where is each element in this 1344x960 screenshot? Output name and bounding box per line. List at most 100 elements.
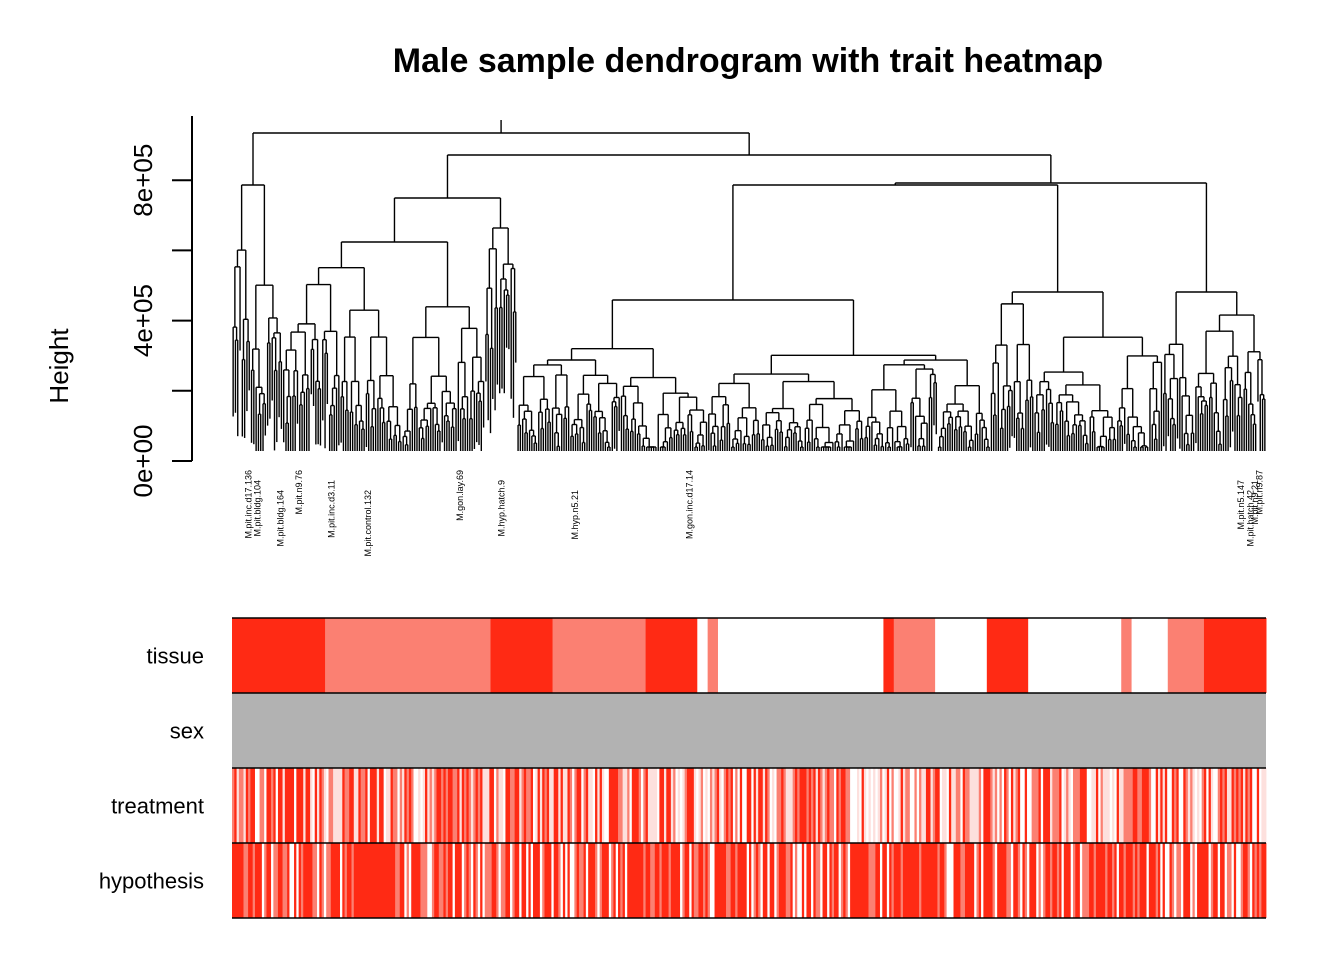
heatmap-cell-treatment [774, 768, 777, 843]
heatmap-cell-treatment [1144, 768, 1147, 843]
heatmap-cell-hypothesis [360, 843, 364, 918]
heatmap-cell-treatment [990, 768, 993, 843]
heatmap-cell-hypothesis [737, 843, 741, 918]
heatmap-row-label-sex: sex [170, 719, 204, 744]
heatmap-cell-treatment [891, 768, 895, 843]
heatmap-cell-hypothesis [484, 843, 488, 918]
heatmap-cell-treatment [1020, 768, 1023, 843]
heatmap-cell-treatment [1236, 768, 1239, 843]
heatmap-cell-hypothesis [732, 843, 736, 918]
heatmap-cell-treatment [1031, 768, 1035, 843]
heatmap-cell-treatment [282, 768, 286, 843]
heatmap-cell-hypothesis [854, 843, 858, 918]
heatmap-cell-tissue [490, 618, 554, 693]
heatmap-cell-treatment [254, 768, 258, 843]
heatmap-cell-treatment [305, 768, 309, 843]
heatmap-cell-treatment [1068, 768, 1072, 843]
heatmap-cell-treatment [898, 768, 902, 843]
heatmap-cell-treatment [1155, 768, 1159, 843]
heatmap-cell-treatment [875, 768, 879, 843]
heatmap-cell-hypothesis [958, 843, 961, 918]
heatmap-cell-hypothesis [618, 843, 621, 918]
heatmap-cell-hypothesis [507, 843, 511, 918]
heatmap-cell-hypothesis [1004, 843, 1007, 918]
heatmap-cell-treatment [758, 768, 761, 843]
heatmap-cell-hypothesis [677, 843, 681, 918]
heatmap-cell-hypothesis [1176, 843, 1180, 918]
heatmap-cell-sex [232, 693, 1266, 768]
heatmap-cell-tissue [935, 618, 988, 693]
heatmap-cell-hypothesis [900, 843, 904, 918]
heatmap-cell-hypothesis [362, 843, 366, 918]
heatmap-cell-treatment [408, 768, 412, 843]
heatmap-cell-treatment [452, 768, 456, 843]
heatmap-cell-hypothesis [1066, 843, 1069, 918]
heatmap-cell-treatment [528, 768, 532, 843]
y-tick-label: 0e+00 [128, 424, 158, 497]
heatmap-cell-treatment [1245, 768, 1249, 843]
heatmap-cell-hypothesis [1144, 843, 1147, 918]
heatmap-cell-hypothesis [356, 843, 359, 918]
heatmap-cell-treatment [657, 768, 660, 843]
heatmap-cell-treatment [739, 768, 743, 843]
heatmap-cell-hypothesis [1132, 843, 1136, 918]
heatmap-cell-treatment [411, 768, 414, 843]
heatmap-cell-treatment [896, 768, 899, 843]
heatmap-cell-hypothesis [317, 843, 320, 918]
heatmap-cell-treatment [496, 768, 499, 843]
heatmap-cell-treatment [987, 768, 991, 843]
heatmap-cell-hypothesis [1109, 843, 1113, 918]
heatmap-cell-hypothesis [638, 843, 642, 918]
heatmap-cell-treatment [1079, 768, 1083, 843]
heatmap-cell-treatment [1017, 768, 1021, 843]
heatmap-cell-treatment [404, 768, 408, 843]
heatmap-cell-hypothesis [889, 843, 892, 918]
heatmap-cell-hypothesis [422, 843, 426, 918]
heatmap-cell-hypothesis [937, 843, 941, 918]
heatmap-cell-hypothesis [1213, 843, 1216, 918]
heatmap-cell-treatment [778, 768, 782, 843]
heatmap-cell-treatment [659, 768, 663, 843]
heatmap-cell-treatment [861, 768, 865, 843]
heatmap-cell-treatment [666, 768, 669, 843]
heatmap-cell-hypothesis [1125, 843, 1129, 918]
heatmap-cell-treatment [390, 768, 394, 843]
leaf-label: M.pit.n5.147 [1236, 480, 1246, 530]
heatmap-cell-hypothesis [758, 843, 761, 918]
heatmap-cell-treatment [859, 768, 862, 843]
heatmap-cell-hypothesis [861, 843, 865, 918]
heatmap-cell-treatment [1047, 768, 1051, 843]
heatmap-cell-treatment [886, 768, 890, 843]
heatmap-cell-treatment [388, 768, 391, 843]
heatmap-cell-treatment [742, 768, 745, 843]
heatmap-cell-hypothesis [572, 843, 575, 918]
heatmap-cell-treatment [1107, 768, 1111, 843]
heatmap-cell-hypothesis [928, 843, 931, 918]
heatmap-cell-hypothesis [967, 843, 970, 918]
heatmap-cell-hypothesis [799, 843, 803, 918]
heatmap-cell-hypothesis [820, 843, 823, 918]
heatmap-cell-hypothesis [1022, 843, 1026, 918]
heatmap-cell-hypothesis [974, 843, 977, 918]
heatmap-cell-hypothesis [1121, 843, 1124, 918]
heatmap-cell-hypothesis [659, 843, 663, 918]
heatmap-cell-treatment [1077, 768, 1081, 843]
heatmap-cell-treatment [847, 768, 851, 843]
heatmap-cell-hypothesis [560, 843, 564, 918]
heatmap-cell-treatment [1006, 768, 1010, 843]
heatmap-cell-hypothesis [1130, 843, 1134, 918]
heatmap-cell-treatment [1203, 768, 1207, 843]
heatmap-cell-hypothesis [1128, 843, 1131, 918]
heatmap-cell-treatment [1240, 768, 1244, 843]
heatmap-cell-hypothesis [383, 843, 387, 918]
heatmap-cell-treatment [831, 768, 835, 843]
heatmap-cell-hypothesis [1116, 843, 1120, 918]
heatmap-cell-treatment [781, 768, 784, 843]
heatmap-cell-treatment [942, 768, 945, 843]
heatmap-cell-hypothesis [1054, 843, 1058, 918]
heatmap-cell-treatment [650, 768, 653, 843]
heatmap-cell-treatment [797, 768, 800, 843]
heatmap-cell-treatment [505, 768, 509, 843]
heatmap-cell-treatment [1013, 768, 1016, 843]
heatmap-cell-hypothesis [1107, 843, 1111, 918]
